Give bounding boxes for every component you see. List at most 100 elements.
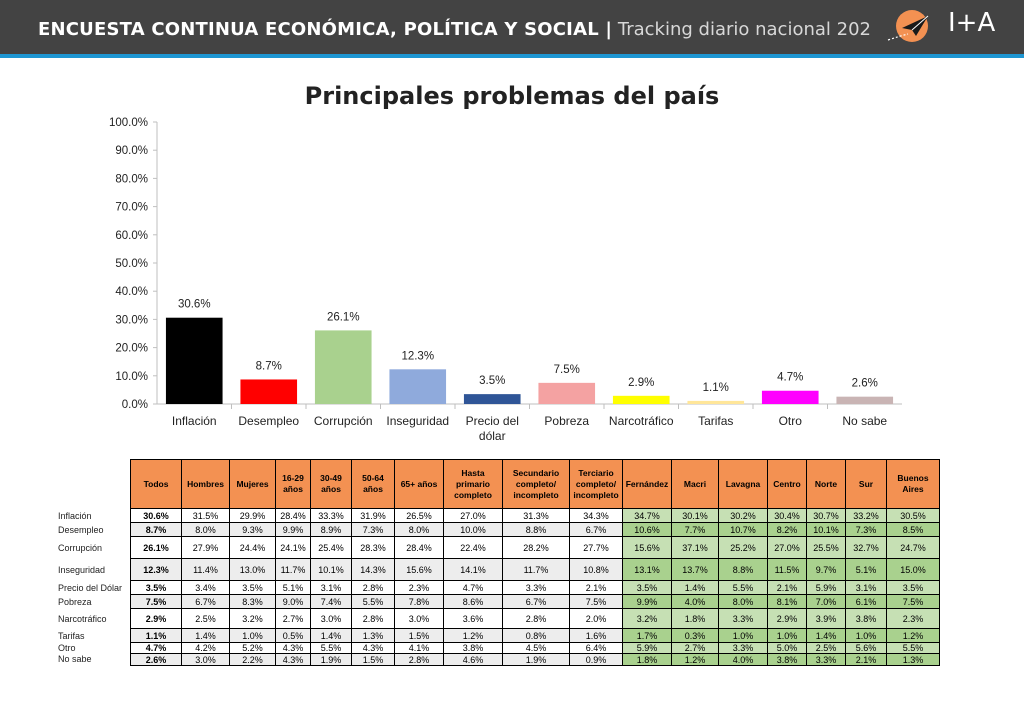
y-tick-label: 70.0% bbox=[115, 202, 148, 214]
header-bar bbox=[0, 0, 1024, 54]
table-cell: 27.0% bbox=[767, 536, 807, 559]
table-cell: 2.7% bbox=[275, 608, 311, 629]
header-accent-line bbox=[0, 54, 1024, 58]
table-cell: 1.1% bbox=[130, 628, 182, 643]
table-cell: 4.3% bbox=[275, 642, 311, 654]
table-cell: 8.0% bbox=[181, 522, 230, 537]
bar-value-label: 3.5% bbox=[479, 375, 505, 387]
table-cell: 10.0% bbox=[443, 522, 503, 537]
table-cell: 1.3% bbox=[886, 653, 940, 666]
chart-title: Principales problemas del país bbox=[304, 82, 720, 110]
y-tick-label: 0.0% bbox=[122, 399, 148, 411]
paper-plane-logo-icon bbox=[887, 10, 929, 42]
table-cell: 13.7% bbox=[671, 558, 719, 581]
table-cell: 2.8% bbox=[351, 608, 395, 629]
table-cell: 5.5% bbox=[310, 642, 352, 654]
y-tick-label: 10.0% bbox=[115, 371, 148, 383]
table-cell: 7.5% bbox=[886, 594, 940, 609]
table-cell: 1.2% bbox=[443, 628, 503, 643]
table-cell: 29.9% bbox=[229, 508, 276, 523]
x-category-label: Precio del bbox=[466, 414, 519, 428]
table-cell: 7.3% bbox=[845, 522, 887, 537]
y-tick-label: 90.0% bbox=[115, 145, 148, 157]
column-header: Lavagna bbox=[718, 459, 768, 509]
table-cell: 11.5% bbox=[767, 558, 807, 581]
table-cell: 24.1% bbox=[275, 536, 311, 559]
column-header: Centro bbox=[767, 459, 807, 509]
column-header: Buenos Aires bbox=[886, 459, 940, 509]
table-cell: 1.3% bbox=[351, 628, 395, 643]
table-cell: 30.7% bbox=[806, 508, 846, 523]
x-category-label: Pobreza bbox=[544, 414, 589, 428]
table-cell: 3.8% bbox=[443, 642, 503, 654]
x-category-label: Otro bbox=[779, 414, 803, 428]
table-cell: 8.8% bbox=[718, 558, 768, 581]
table-cell: 5.0% bbox=[767, 642, 807, 654]
table-cell: 2.1% bbox=[569, 580, 623, 595]
table-row-label: Precio del Dólar bbox=[58, 582, 123, 593]
table-cell: 1.6% bbox=[569, 628, 623, 643]
table-cell: 30.4% bbox=[767, 508, 807, 523]
table-cell: 3.3% bbox=[718, 642, 768, 654]
table-cell: 7.5% bbox=[569, 594, 623, 609]
table-cell: 27.0% bbox=[443, 508, 503, 523]
table-cell: 4.0% bbox=[718, 653, 768, 666]
table-cell: 1.2% bbox=[886, 628, 940, 643]
table-cell: 6.1% bbox=[845, 594, 887, 609]
table-cell: 8.9% bbox=[310, 522, 352, 537]
table-cell: 1.0% bbox=[845, 628, 887, 643]
table-cell: 3.1% bbox=[310, 580, 352, 595]
y-tick-label: 80.0% bbox=[115, 173, 148, 185]
table-cell: 4.1% bbox=[394, 642, 444, 654]
table-cell: 5.1% bbox=[845, 558, 887, 581]
table-cell: 4.6% bbox=[443, 653, 503, 666]
table-cell: 5.9% bbox=[806, 580, 846, 595]
bar-9 bbox=[761, 390, 819, 404]
crosstab-table: Todos Hombres Mujeres 16-29 años 30-49 años 5… bbox=[130, 459, 940, 666]
table-cell: 4.0% bbox=[671, 594, 719, 609]
table-cell: 15.6% bbox=[394, 558, 444, 581]
table-row: 2.9% 2.5% 3.2% 2.7% 3.0% 2.8% 3.0% 3.6% 2.8% 2.0%… bbox=[130, 608, 940, 629]
table-cell: 7.0% bbox=[806, 594, 846, 609]
table-cell: 3.9% bbox=[806, 608, 846, 629]
table-cell: 8.2% bbox=[767, 522, 807, 537]
column-header: Todos bbox=[130, 459, 182, 509]
table-cell: 34.3% bbox=[569, 508, 623, 523]
table-cell: 2.8% bbox=[394, 653, 444, 666]
column-header: Mujeres bbox=[229, 459, 276, 509]
table-row: 3.5% 3.4% 3.5% 5.1% 3.1% 2.8% 2.3% 4.7% 3.3% 2.1%… bbox=[130, 580, 940, 595]
table-cell: 0.3% bbox=[671, 628, 719, 643]
table-cell: 34.7% bbox=[622, 508, 672, 523]
table-cell: 26.5% bbox=[394, 508, 444, 523]
table-row-label: Desempleo bbox=[58, 524, 104, 535]
table-cell: 25.5% bbox=[806, 536, 846, 559]
bar-value-label: 12.3% bbox=[401, 350, 434, 362]
table-cell: 1.8% bbox=[671, 608, 719, 629]
table-cell: 1.0% bbox=[718, 628, 768, 643]
table-row-label: Inflación bbox=[58, 510, 92, 521]
table-cell: 1.9% bbox=[310, 653, 352, 666]
table-cell: 2.8% bbox=[502, 608, 570, 629]
table-cell: 10.1% bbox=[310, 558, 352, 581]
table-cell: 31.9% bbox=[351, 508, 395, 523]
table-row: 12.3% 11.4% 13.0% 11.7% 10.1% 14.3% 15.6% 14.1%… bbox=[130, 558, 940, 581]
x-category-label: No sabe bbox=[842, 414, 887, 428]
bar-10 bbox=[836, 396, 894, 404]
bar-value-label: 4.7% bbox=[777, 372, 803, 384]
table-cell: 3.2% bbox=[622, 608, 672, 629]
table-cell: 9.9% bbox=[622, 594, 672, 609]
y-tick-label: 50.0% bbox=[115, 258, 148, 270]
table-cell: 2.2% bbox=[229, 653, 276, 666]
table-cell: 27.9% bbox=[181, 536, 230, 559]
table-cell: 5.5% bbox=[886, 642, 940, 654]
table-cell: 15.6% bbox=[622, 536, 672, 559]
x-category-label: Tarifas bbox=[698, 414, 733, 428]
column-header: Secundario completo/ incompleto bbox=[502, 459, 570, 509]
table-cell: 9.7% bbox=[806, 558, 846, 581]
table-cell: 24.7% bbox=[886, 536, 940, 559]
table-cell: 8.0% bbox=[394, 522, 444, 537]
table-cell: 2.0% bbox=[569, 608, 623, 629]
table-cell: 2.5% bbox=[806, 642, 846, 654]
table-cell: 27.7% bbox=[569, 536, 623, 559]
table-cell: 3.0% bbox=[310, 608, 352, 629]
